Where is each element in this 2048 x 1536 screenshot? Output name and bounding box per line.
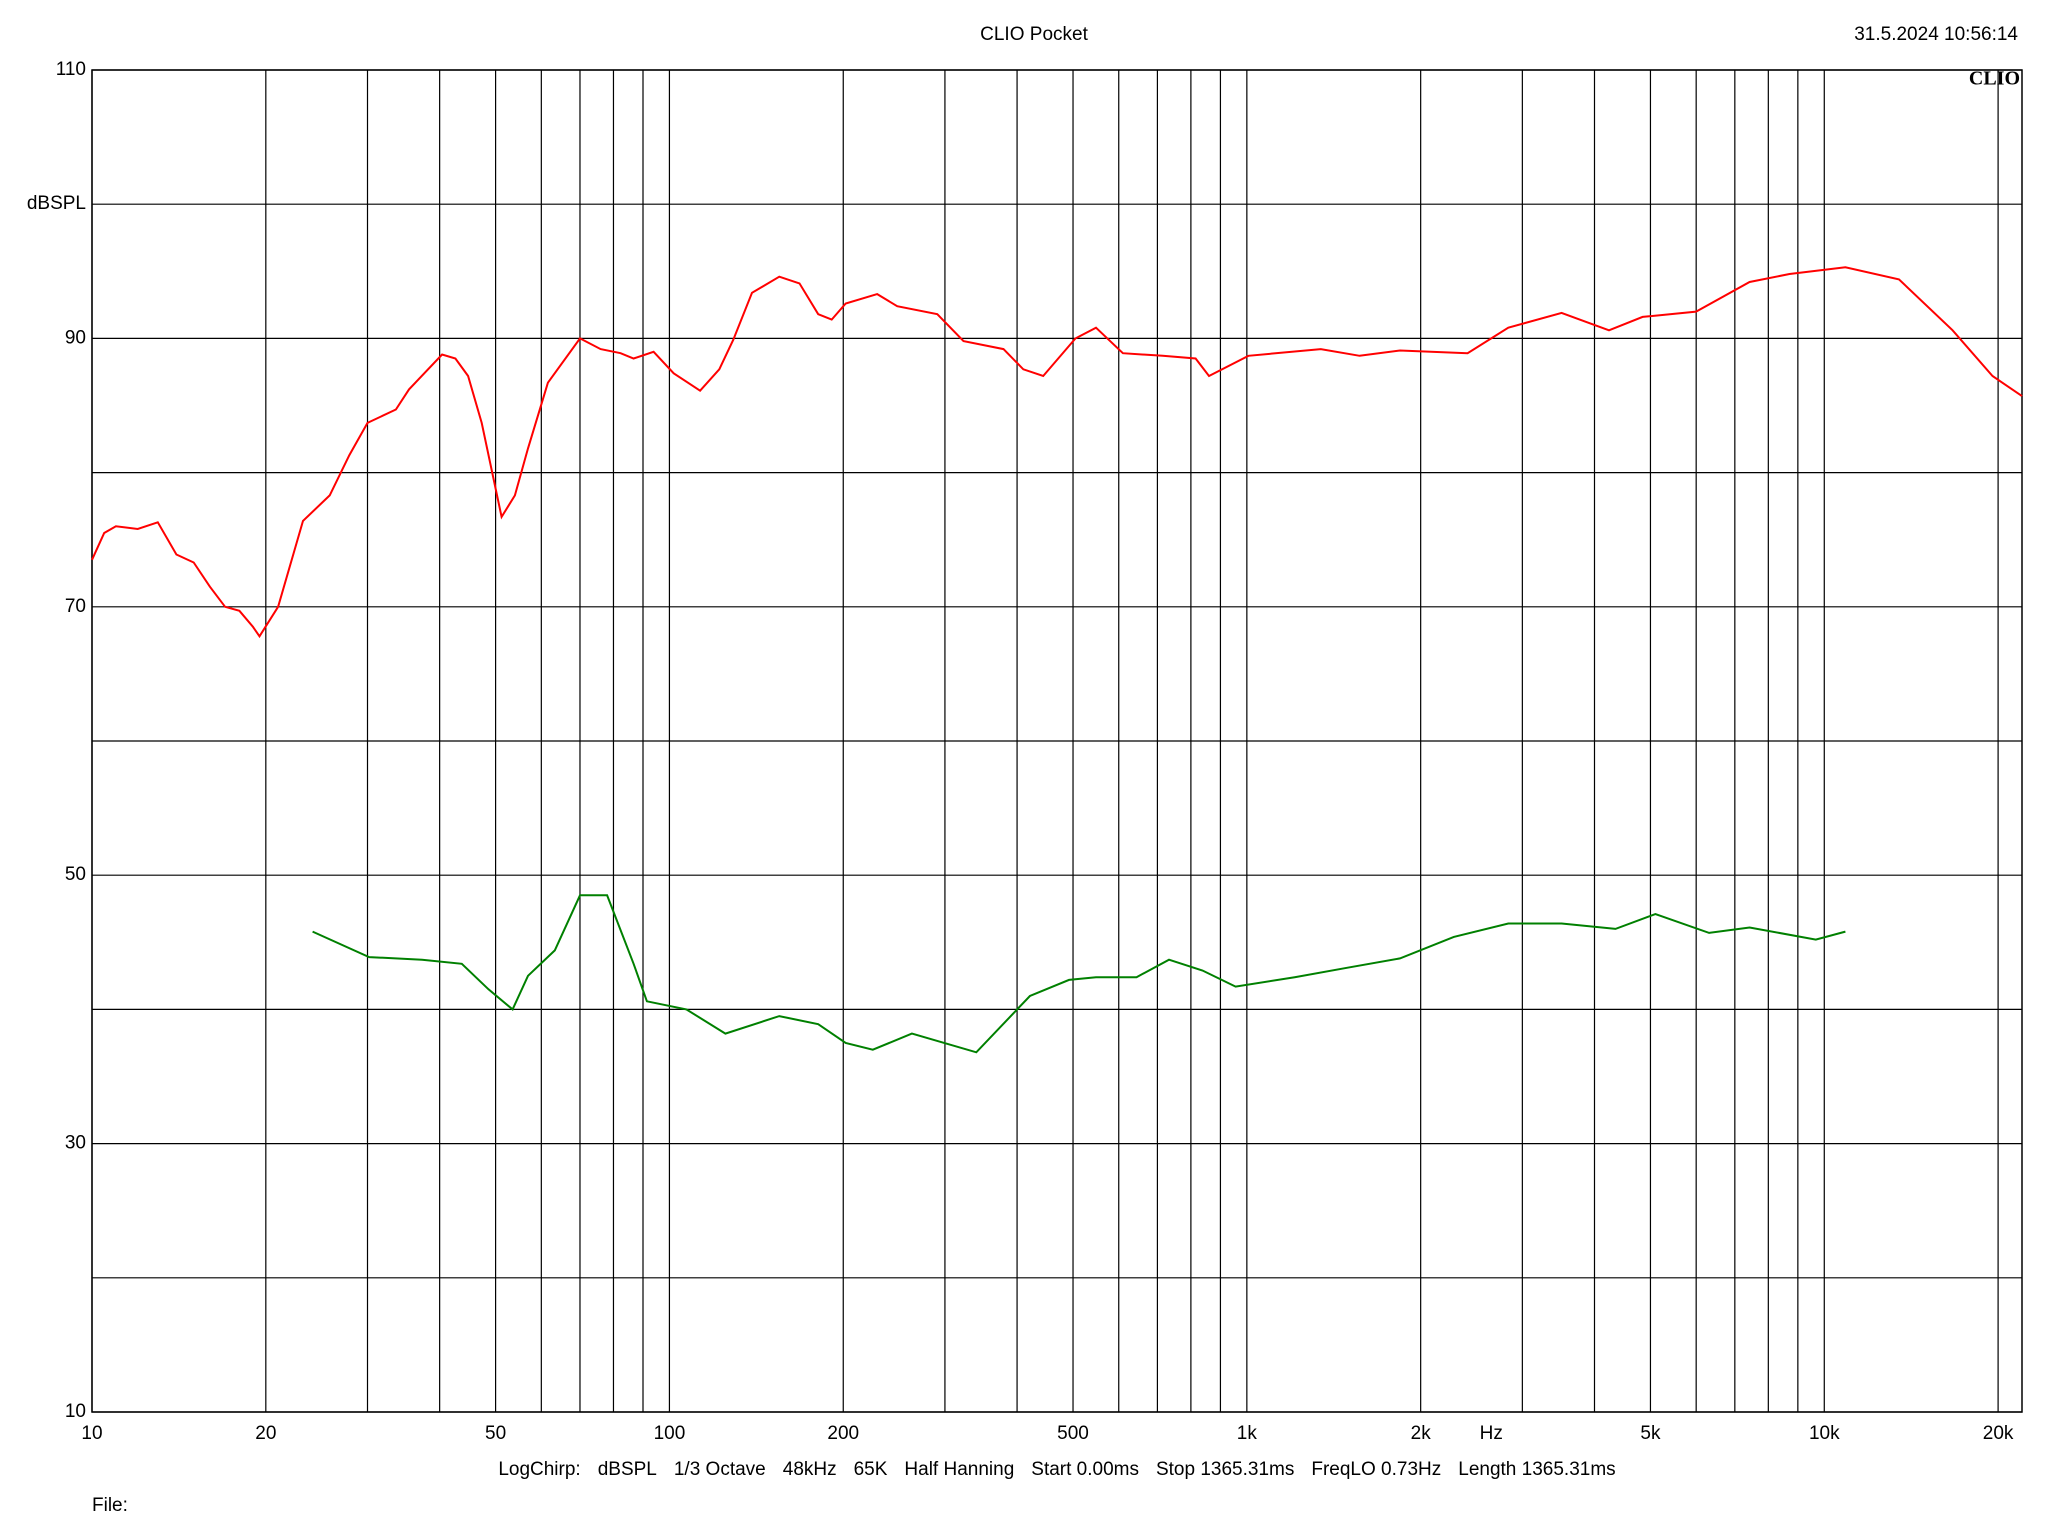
footer-item: Start 0.00ms (1031, 1459, 1139, 1480)
x-tick-label: 2k (1411, 1423, 1432, 1444)
y-tick-label: 30 (65, 1133, 86, 1154)
footer-item: Length 1365.31ms (1458, 1459, 1615, 1480)
footer-item: Half Hanning (904, 1459, 1014, 1480)
x-tick-label: 500 (1057, 1423, 1089, 1444)
x-tick-label: 10k (1809, 1423, 1840, 1444)
footer-item: 65K (854, 1459, 888, 1480)
x-tick-label: 5k (1640, 1423, 1661, 1444)
x-tick-label: 100 (654, 1423, 686, 1444)
y-tick-label: 50 (65, 864, 86, 885)
y-tick-label: 10 (65, 1401, 86, 1422)
file-label: File: (92, 1495, 128, 1516)
y-tick-label: 70 (65, 596, 86, 617)
footer-item: 1/3 Octave (674, 1459, 766, 1480)
y-tick-label: 110 (56, 59, 86, 80)
y-tick-label: 90 (65, 327, 86, 348)
x-tick-label: 200 (827, 1423, 859, 1444)
footer-item: FreqLO 0.73Hz (1311, 1459, 1441, 1480)
footer-info: LogChirp: dBSPL 1/3 Octave 48kHz 65K Half Han… (498, 1459, 1615, 1480)
x-tick-label: 1k (1237, 1423, 1258, 1444)
footer-item: Stop 1365.31ms (1156, 1459, 1294, 1480)
timestamp: 31.5.2024 10:56:14 (1854, 24, 2018, 45)
plot-frame (91, 69, 2023, 1413)
footer-item: LogChirp: (498, 1459, 580, 1480)
footer-item: dBSPL (598, 1459, 657, 1480)
line-series (91, 266, 2023, 639)
chart-title: CLIO Pocket (980, 24, 1088, 45)
logo: CLIO (1969, 68, 2020, 90)
x-tick-label: 10 (81, 1423, 102, 1444)
x-axis-label: Hz (1480, 1423, 1503, 1444)
x-tick-label: 50 (485, 1423, 506, 1444)
line-series (312, 894, 1846, 1054)
x-tick-label: 20k (1983, 1423, 2014, 1444)
x-tick-label: 20 (255, 1423, 276, 1444)
footer-item: 48kHz (783, 1459, 837, 1480)
y-axis-label: dBSPL (27, 193, 86, 214)
